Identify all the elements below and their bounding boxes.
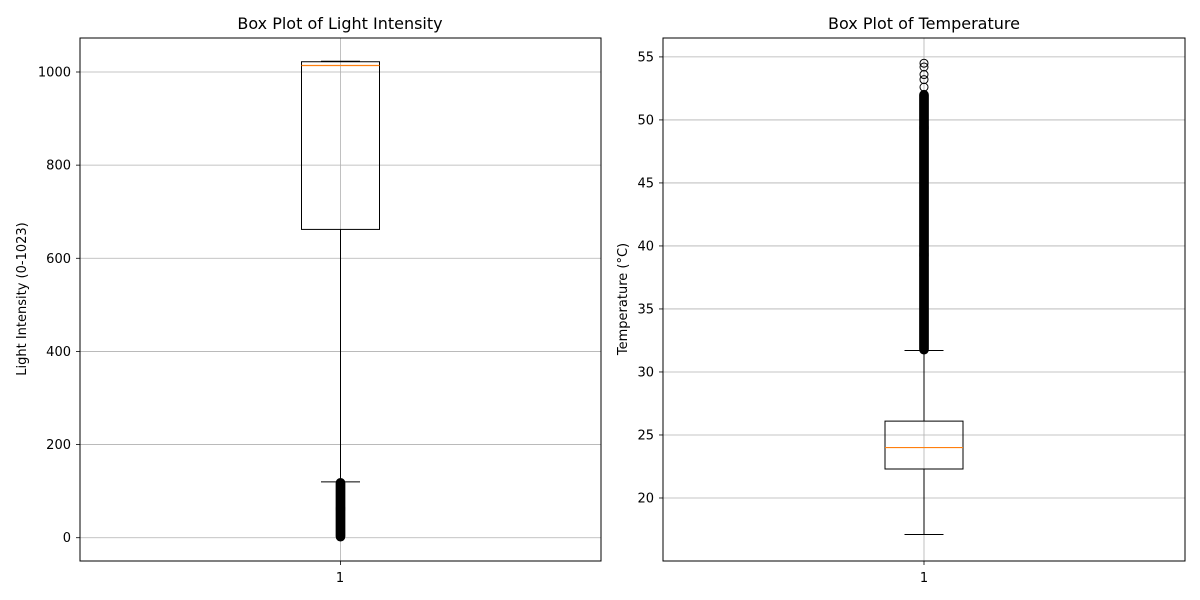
- outlier-point: [919, 344, 929, 355]
- x-tick-label: 1: [336, 571, 344, 586]
- y-tick-label: 20: [637, 491, 654, 506]
- y-tick-label: 40: [637, 239, 654, 254]
- y-tick-label: 800: [46, 159, 71, 174]
- y-tick-label: 35: [637, 302, 654, 317]
- y-tick-label: 25: [637, 428, 654, 443]
- chart-title: Box Plot of Light Intensity: [237, 14, 442, 33]
- y-tick-label: 400: [46, 345, 71, 360]
- outlier-point: [919, 75, 929, 85]
- outlier-point: [919, 62, 929, 72]
- axes-frame: [79, 37, 602, 562]
- plot-area: 0 200 400 600 800 1000: [38, 37, 602, 565]
- temperature-chart: Box Plot of Temperature Temperature (°C)…: [616, 14, 1186, 586]
- y-axis-label: Light Intensity (0-1023): [15, 222, 30, 375]
- iqr-box: [301, 61, 380, 230]
- y-tick-label: 200: [46, 438, 71, 453]
- y-tick-label: 600: [46, 252, 71, 267]
- x-tick-label: 1: [920, 571, 928, 586]
- outlier-point: [335, 531, 346, 542]
- y-tick-label: 0: [63, 531, 71, 546]
- outlier-point: [919, 58, 929, 68]
- y-tick-label: 1000: [38, 65, 71, 80]
- iqr-box: [884, 420, 964, 470]
- y-tick-label: 45: [637, 176, 654, 191]
- y-tick-label: 30: [637, 365, 654, 380]
- y-tick-label: 50: [637, 113, 654, 128]
- y-tick-label: 55: [637, 50, 654, 65]
- axes-frame: [662, 37, 1186, 562]
- y-axis-label: Temperature (°C): [616, 243, 631, 356]
- chart-title: Box Plot of Temperature: [828, 14, 1020, 33]
- light-intensity-chart: Box Plot of Light Intensity Light Intens…: [15, 14, 602, 586]
- plot-area: 20 25 30 35 40 45 50 55: [637, 37, 1186, 565]
